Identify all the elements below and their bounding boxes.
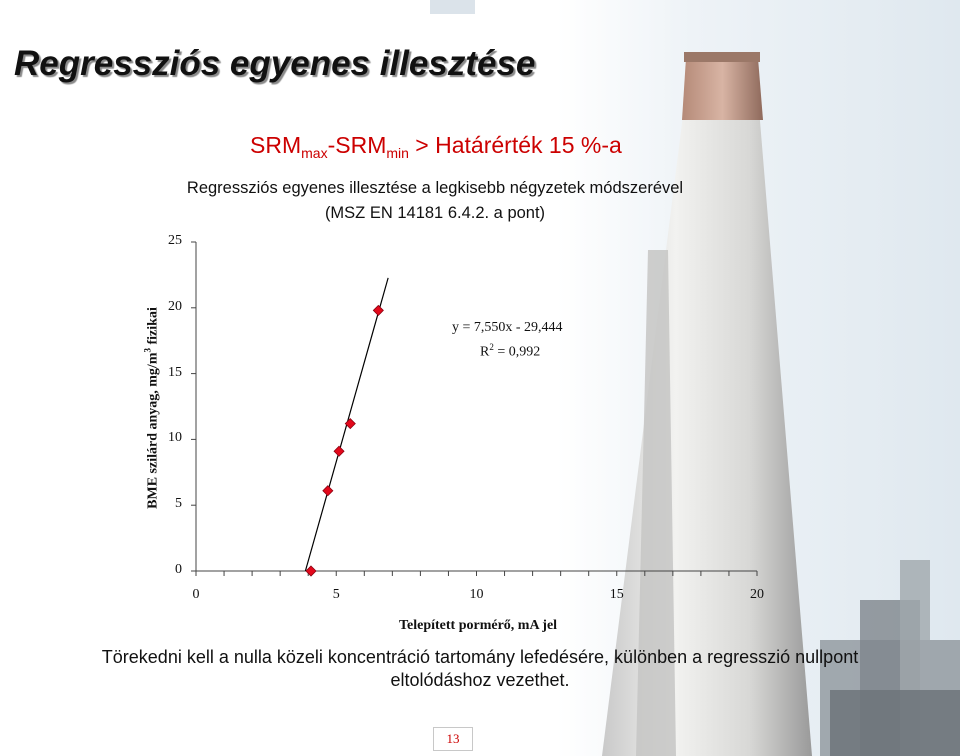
data-point <box>344 418 356 430</box>
data-point <box>372 304 384 316</box>
x-tick-label: 0 <box>192 587 200 602</box>
y-tick-label: 10 <box>168 430 182 446</box>
subtitle-line-2: (MSZ EN 14181 6.4.2. a pont) <box>324 204 546 222</box>
r-squared-label: R2 = 0,992 <box>480 342 541 360</box>
y-tick-label: 0 <box>175 562 182 577</box>
x-tick-label: 10 <box>469 587 484 602</box>
y-tick-label: 20 <box>168 298 182 314</box>
y-tick-label: 25 <box>168 233 182 248</box>
footnote-text: Törekedni kell a nulla közeli koncentrác… <box>101 647 859 690</box>
regression-equation: y = 7,550x - 29,444 <box>452 320 563 335</box>
x-tick-label: 20 <box>750 587 764 602</box>
y-axis-label: BME szilárd anyag, mg/m3 fizikai <box>142 307 161 509</box>
data-point <box>333 445 345 457</box>
page-number: 13 <box>433 727 473 751</box>
data-point <box>322 485 334 497</box>
chart-subtitle: Regressziós egyenes illesztése a legkise… <box>125 176 745 226</box>
data-point <box>305 565 317 577</box>
srm-heading: SRMmax-SRMmin > Határérték 15 %-a <box>250 132 622 161</box>
y-tick-label: 5 <box>175 496 182 512</box>
y-tick-label: 15 <box>168 364 182 380</box>
x-tick-label: 15 <box>609 587 624 602</box>
subtitle-line-1: Regressziós egyenes illesztése a legkise… <box>186 179 684 197</box>
x-axis-label: Telepített pormérő, mA jel <box>398 618 558 633</box>
slide-title: Regressziós egyenes illesztése <box>14 44 536 83</box>
x-tick-label: 5 <box>332 587 340 602</box>
